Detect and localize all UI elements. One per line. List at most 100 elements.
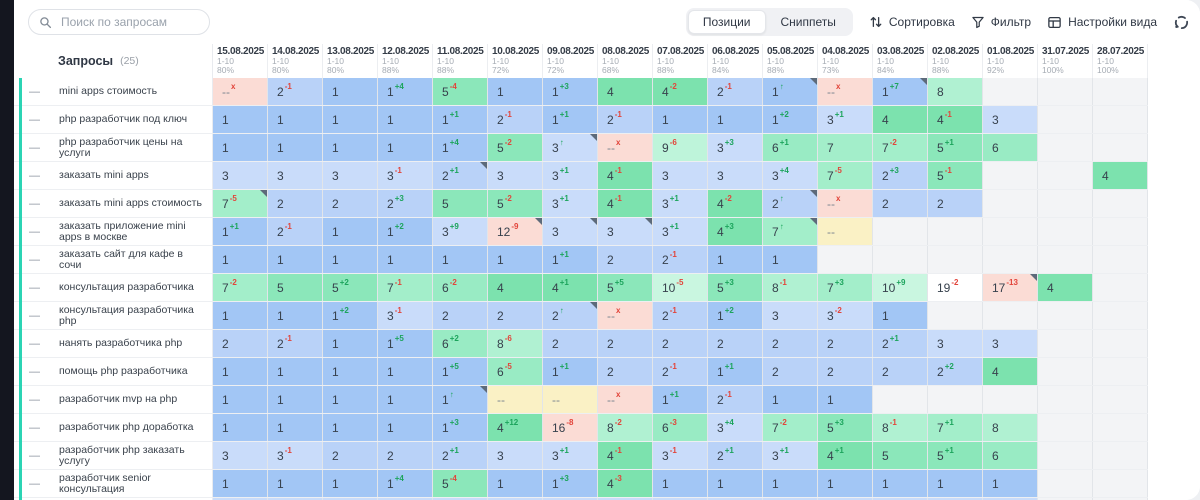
position-cell[interactable]: 5 [268, 274, 323, 301]
position-cell[interactable]: 2 -1 [268, 78, 323, 105]
position-cell[interactable]: 2 -1 [653, 302, 708, 329]
position-cell[interactable] [543, 498, 598, 500]
position-cell[interactable]: 1 +3 [543, 470, 598, 497]
position-cell[interactable]: 5 [873, 442, 928, 469]
position-cell[interactable]: 1 +5 [433, 358, 488, 385]
position-cell[interactable] [1093, 386, 1148, 413]
row-handle[interactable]: — [29, 85, 40, 98]
position-cell[interactable] [268, 498, 323, 500]
position-cell[interactable] [1038, 386, 1093, 413]
position-cell[interactable]: 1 +4 [378, 78, 433, 105]
position-cell[interactable]: 2 [268, 190, 323, 217]
date-column-header[interactable]: 07.08.2025 1-10 88% [653, 44, 708, 78]
position-cell[interactable]: 3 +1 [763, 442, 818, 469]
position-cell[interactable]: 4 +1 [818, 442, 873, 469]
position-cell[interactable]: 5 -4 [433, 470, 488, 497]
position-cell[interactable]: 2 [378, 442, 433, 469]
position-cell[interactable]: 4 -3 [598, 470, 653, 497]
keyword-label[interactable]: разработчик php доработка [59, 421, 194, 433]
position-cell[interactable]: 1 +1 [543, 246, 598, 273]
position-cell[interactable]: 2 [543, 330, 598, 357]
position-cell[interactable]: 1 +1 [653, 386, 708, 413]
position-cell[interactable] [983, 190, 1038, 217]
search-box[interactable] [28, 9, 218, 35]
position-cell[interactable]: 2 +3 [378, 190, 433, 217]
position-cell[interactable] [1038, 442, 1093, 469]
position-cell[interactable]: 1 [763, 470, 818, 497]
position-cell[interactable]: 1 [488, 78, 543, 105]
position-cell[interactable]: 1 [818, 470, 873, 497]
position-cell[interactable]: 3 +3 [708, 134, 763, 161]
position-cell[interactable]: 3 [653, 162, 708, 189]
position-cell[interactable]: 10 +9 [873, 274, 928, 301]
position-cell[interactable]: 3 [928, 330, 983, 357]
keyword-label[interactable]: консультация разработчика [59, 281, 194, 293]
position-cell[interactable]: -- x [818, 78, 873, 105]
position-cell[interactable]: 1 +2 [763, 106, 818, 133]
position-cell[interactable] [983, 78, 1038, 105]
position-cell[interactable]: 4 -2 [708, 190, 763, 217]
keyword-label[interactable]: заказать приложение mini apps в москве [59, 219, 186, 243]
position-cell[interactable]: 5 +3 [708, 274, 763, 301]
position-cell[interactable]: 3 -1 [653, 442, 708, 469]
position-cell[interactable] [1038, 190, 1093, 217]
position-cell[interactable]: 2 [323, 442, 378, 469]
position-cell[interactable]: 7 [818, 134, 873, 161]
row-handle[interactable]: — [29, 253, 40, 266]
position-cell[interactable] [983, 498, 1038, 500]
position-cell[interactable] [1038, 106, 1093, 133]
keyword-label[interactable]: разработчик senior консультация [59, 471, 151, 495]
position-cell[interactable] [1093, 442, 1148, 469]
position-cell[interactable] [488, 498, 543, 500]
position-cell[interactable]: 2 ↑ [543, 302, 598, 329]
position-cell[interactable]: 8 [928, 78, 983, 105]
position-cell[interactable]: 5 +2 [323, 274, 378, 301]
row-handle[interactable]: — [29, 197, 40, 210]
position-cell[interactable] [1093, 106, 1148, 133]
position-cell[interactable]: 2 [818, 358, 873, 385]
position-cell[interactable]: 2 [873, 190, 928, 217]
position-cell[interactable] [928, 386, 983, 413]
position-cell[interactable]: 3 +1 [653, 218, 708, 245]
position-cell[interactable]: -- [488, 386, 543, 413]
position-cell[interactable]: 3 [598, 218, 653, 245]
position-cell[interactable]: 6 [983, 442, 1038, 469]
position-cell[interactable]: 3 +4 [763, 162, 818, 189]
row-handle[interactable]: — [29, 337, 40, 350]
position-cell[interactable] [1038, 498, 1093, 500]
position-cell[interactable]: 2 -1 [653, 358, 708, 385]
position-cell[interactable]: 1 [268, 470, 323, 497]
position-cell[interactable]: 1 [983, 470, 1038, 497]
sort-button[interactable]: Сортировка [869, 13, 955, 31]
position-cell[interactable]: 2 [598, 246, 653, 273]
position-cell[interactable]: 4 [1038, 274, 1093, 301]
position-cell[interactable] [1038, 162, 1093, 189]
position-cell[interactable]: 8 -1 [763, 274, 818, 301]
position-cell[interactable]: 1 +3 [543, 78, 598, 105]
position-cell[interactable] [1038, 470, 1093, 497]
position-cell[interactable]: 1 [763, 246, 818, 273]
position-cell[interactable] [1093, 358, 1148, 385]
position-cell[interactable]: 3 +1 [543, 442, 598, 469]
position-cell[interactable]: 2 [433, 302, 488, 329]
position-cell[interactable]: 2 [488, 302, 543, 329]
position-cell[interactable]: 1 [213, 302, 268, 329]
date-column-header[interactable]: 04.08.2025 1-10 73% [818, 44, 873, 78]
row-handle[interactable]: — [29, 477, 40, 490]
refresh-button[interactable] [1173, 12, 1190, 33]
position-cell[interactable]: 1 [873, 470, 928, 497]
position-cell[interactable]: 16 -8 [543, 414, 598, 441]
position-cell[interactable]: 6 +2 [433, 330, 488, 357]
position-cell[interactable]: 1 [653, 106, 708, 133]
position-cell[interactable]: 2 -1 [598, 106, 653, 133]
position-cell[interactable]: 1 [323, 106, 378, 133]
position-cell[interactable]: 1 [433, 246, 488, 273]
position-cell[interactable]: 7 +1 [928, 414, 983, 441]
position-cell[interactable]: 5 -1 [928, 162, 983, 189]
row-handle[interactable]: — [29, 365, 40, 378]
position-cell[interactable]: 2 +1 [433, 442, 488, 469]
position-cell[interactable] [653, 498, 708, 500]
position-cell[interactable]: 1 +7 [873, 78, 928, 105]
position-cell[interactable]: 8 -6 [488, 330, 543, 357]
position-cell[interactable] [983, 218, 1038, 245]
